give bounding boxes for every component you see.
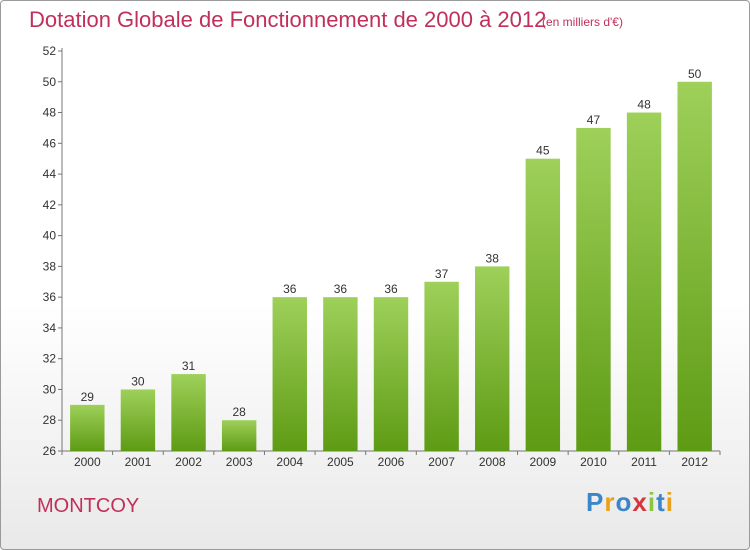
x-tick-label: 2005 <box>327 455 354 469</box>
logo-letter: t <box>656 487 666 517</box>
y-tick-label: 46 <box>43 136 57 150</box>
x-tick-label: 2012 <box>681 455 708 469</box>
value-label-2011: 48 <box>637 98 651 112</box>
bar-2010 <box>576 127 611 451</box>
x-tick-label: 2003 <box>226 455 253 469</box>
value-label-2012: 50 <box>688 67 702 81</box>
x-tick-label: 2004 <box>276 455 303 469</box>
commune-name: MONTCOY <box>37 495 140 517</box>
bar-2011 <box>626 112 662 452</box>
bar-2009 <box>525 158 561 451</box>
value-label-2003: 28 <box>232 405 246 419</box>
y-tick-label: 34 <box>43 321 57 335</box>
value-label-2004: 36 <box>283 282 297 296</box>
x-tick-label: 2010 <box>580 455 607 469</box>
x-tick-label: 2006 <box>378 455 405 469</box>
y-tick-label: 40 <box>43 229 57 243</box>
y-tick-label: 26 <box>43 444 57 458</box>
bar-2001 <box>120 389 156 451</box>
bar-2002 <box>171 374 206 451</box>
y-tick-label: 48 <box>43 106 57 120</box>
bar-2004 <box>272 297 307 451</box>
x-tick-label: 2008 <box>479 455 506 469</box>
bar-2003 <box>221 420 257 451</box>
logo-letter: x <box>632 487 648 517</box>
x-tick-label: 2000 <box>74 455 101 469</box>
bar-2000 <box>70 404 105 451</box>
bar-2006 <box>373 297 409 451</box>
value-label-2008: 38 <box>486 251 500 265</box>
value-label-2007: 37 <box>435 267 449 281</box>
bar-2012 <box>677 81 712 452</box>
proxiti-logo[interactable]: Proxiti <box>586 487 674 518</box>
y-tick-label: 30 <box>43 382 57 396</box>
x-axis: 2000 2001 2002 2003 2004 2005 2006 2007 2008 2009… <box>61 450 721 469</box>
y-tick-label: 38 <box>43 259 57 273</box>
value-label-2002: 31 <box>182 359 196 373</box>
bars <box>70 81 712 452</box>
bar-2005 <box>323 297 358 451</box>
value-labels: 29 30 31 28 36 36 36 37 38 45 47 48 50 <box>81 67 702 419</box>
logo-letter: r <box>604 487 616 517</box>
logo-letter: i <box>647 487 657 517</box>
value-label-2000: 29 <box>81 390 95 404</box>
y-axis: 26 28 30 32 34 36 38 40 42 44 46 48 50 52 <box>43 44 63 458</box>
x-tick-label: 2007 <box>428 455 455 469</box>
chart-subtitle: (en milliers d'€) <box>542 15 623 29</box>
logo-letter: i <box>665 487 674 517</box>
x-tick-label: 2009 <box>529 455 556 469</box>
logo-letter: P <box>586 487 605 517</box>
y-tick-label: 50 <box>43 75 57 89</box>
y-tick-label: 36 <box>43 290 57 304</box>
bar-2007 <box>424 281 459 451</box>
x-tick-label: 2002 <box>175 455 202 469</box>
value-label-2001: 30 <box>131 374 145 388</box>
value-label-2006: 36 <box>384 282 398 296</box>
x-tick-label: 2001 <box>125 455 152 469</box>
x-tick-label: 2011 <box>631 455 657 469</box>
y-tick-label: 32 <box>43 352 57 366</box>
y-tick-label: 44 <box>43 167 57 181</box>
y-tick-label: 52 <box>43 44 57 58</box>
value-label-2005: 36 <box>334 282 348 296</box>
bar-2008 <box>475 266 510 451</box>
y-tick-label: 28 <box>43 413 57 427</box>
value-label-2010: 47 <box>587 113 601 127</box>
logo-letter: o <box>615 487 633 517</box>
value-label-2009: 45 <box>536 144 550 158</box>
y-tick-label: 42 <box>43 198 57 212</box>
chart-title: Dotation Globale de Fonctionnement de 20… <box>29 7 547 32</box>
